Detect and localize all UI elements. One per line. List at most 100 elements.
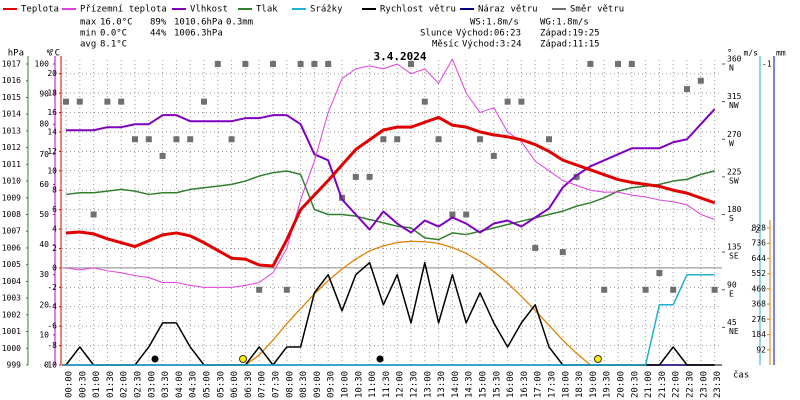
x-tick-label: 07:00: [258, 371, 268, 398]
wind-direction-point: [104, 98, 111, 105]
y-tick-label: 80: [39, 120, 49, 129]
y-tick-label: 0: [52, 263, 57, 272]
x-tick-label: 19:00: [589, 371, 599, 398]
x-tick-label: 12:30: [410, 371, 420, 398]
x-tick-label: 19:30: [603, 371, 613, 398]
series-line: [66, 108, 716, 234]
x-tick-label: 22:30: [686, 371, 696, 398]
wind-direction-point: [63, 98, 69, 105]
compass-label: SE: [729, 252, 739, 261]
wind-direction-point: [132, 136, 138, 143]
y-tick-label: 1007: [2, 227, 21, 236]
x-tick-label: 00:00: [65, 371, 75, 398]
wind-direction-point: [684, 86, 690, 93]
wind-direction-point: [325, 61, 332, 67]
wind-direction-point: [214, 61, 221, 67]
wind-direction-point: [380, 136, 387, 143]
stats: max 16.0°C 89% 1010.6hPa 0.3mm min 0.0°C 44% 100…: [80, 18, 253, 50]
y-tick-label: 1015: [2, 93, 21, 102]
y-tick-label: 1010: [2, 177, 21, 186]
y2-tick-label: 90: [727, 280, 737, 289]
wind-direction-point: [297, 61, 304, 67]
info: Západ:19:25: [540, 29, 600, 39]
series-line: [65, 115, 716, 268]
moon-marker: [151, 355, 159, 363]
wind-direction-point: [242, 61, 249, 67]
wind-direction-point: [711, 286, 718, 293]
y2-tick-label: 135: [727, 243, 742, 252]
y-tick-label: -6: [47, 322, 57, 331]
x-tick-label: 21:00: [644, 371, 654, 398]
x-title: čas: [733, 370, 749, 381]
x-tick-label: 20:00: [617, 371, 627, 398]
y3-tick-label: 644: [752, 254, 767, 263]
axis-title: hPa: [8, 49, 24, 59]
y-tick-label: 1008: [2, 210, 21, 219]
wind-direction-point: [311, 61, 318, 67]
y-tick-label: 999: [7, 361, 22, 370]
y-tick-label: 10: [39, 330, 49, 339]
x-tick-label: 23:00: [699, 371, 709, 398]
wind-direction-point: [532, 244, 539, 251]
wind-direction-point: [408, 61, 414, 67]
y2-tick-label: 360: [727, 55, 742, 64]
wind-direction-point: [449, 211, 456, 218]
x-tick-label: 16:00: [506, 371, 516, 398]
wind-direction-point: [187, 136, 194, 143]
axis-label: -2: [750, 226, 760, 235]
y-tick-label: 1001: [2, 327, 21, 336]
wind-direction-point: [670, 286, 677, 293]
x-tick-label: 23:30: [713, 371, 723, 398]
info: WS:1.8m/s: [470, 18, 519, 28]
y3-tick-label: 92: [756, 345, 766, 354]
y-tick-label: 1006: [2, 243, 21, 252]
wind-direction-point: [90, 211, 97, 218]
y-tick-label: 1012: [2, 143, 21, 152]
y3-tick-label: 828: [752, 223, 767, 232]
x-tick-label: 15:00: [479, 371, 489, 398]
axis-title: %: [47, 49, 53, 59]
wind-direction-point: [504, 98, 511, 105]
y2-tick-label: 180: [727, 205, 742, 214]
x-tick-label: 04:00: [175, 371, 185, 398]
y-tick-label: 0: [44, 361, 49, 370]
compass-label: W: [729, 139, 734, 148]
y2-tick-label: 270: [727, 130, 742, 139]
series-line: [66, 273, 715, 366]
wind-direction-point: [642, 286, 649, 293]
x-tick-label: 02:00: [120, 371, 130, 398]
y-tick-label: 60: [39, 180, 49, 189]
y-tick-label: 50: [39, 210, 49, 219]
wind-direction-point: [394, 136, 401, 143]
wind-direction-point: [283, 286, 290, 293]
y2-tick-label: 45: [727, 318, 737, 327]
y-tick-label: 4: [52, 225, 57, 234]
wind-direction-point: [573, 173, 580, 180]
x-tick-label: 08:30: [299, 371, 309, 398]
stat-value: 0.0°C: [100, 29, 127, 39]
wind-direction-point: [628, 61, 635, 67]
wind-direction-point: [546, 136, 552, 143]
series-line: [65, 58, 715, 288]
y-tick-label: -10: [43, 361, 58, 370]
x-tick-label: 01:00: [92, 371, 102, 398]
x-tick-label: 00:30: [78, 371, 88, 398]
y-tick-label: -2: [47, 283, 57, 292]
x-tick-label: 04:30: [189, 371, 199, 398]
wind-direction-point: [490, 152, 497, 159]
y-tick-label: 100: [35, 60, 50, 69]
x-tick-label: 03:30: [161, 371, 171, 398]
axis-title: °C: [49, 49, 60, 59]
wind-direction-point: [118, 98, 125, 105]
info: Východ:06:23: [456, 29, 521, 39]
y3-tick-label: 184: [752, 330, 767, 339]
compass-label: NE: [729, 327, 739, 336]
y-tick-label: 30: [39, 270, 49, 279]
x-tick-label: 03:00: [147, 371, 157, 398]
moon-marker: [376, 355, 384, 363]
y-tick-label: 14: [47, 127, 57, 136]
y-tick-label: 1011: [2, 160, 21, 169]
axis-title: mm: [776, 49, 786, 58]
y-tick-label: 8: [52, 186, 57, 195]
